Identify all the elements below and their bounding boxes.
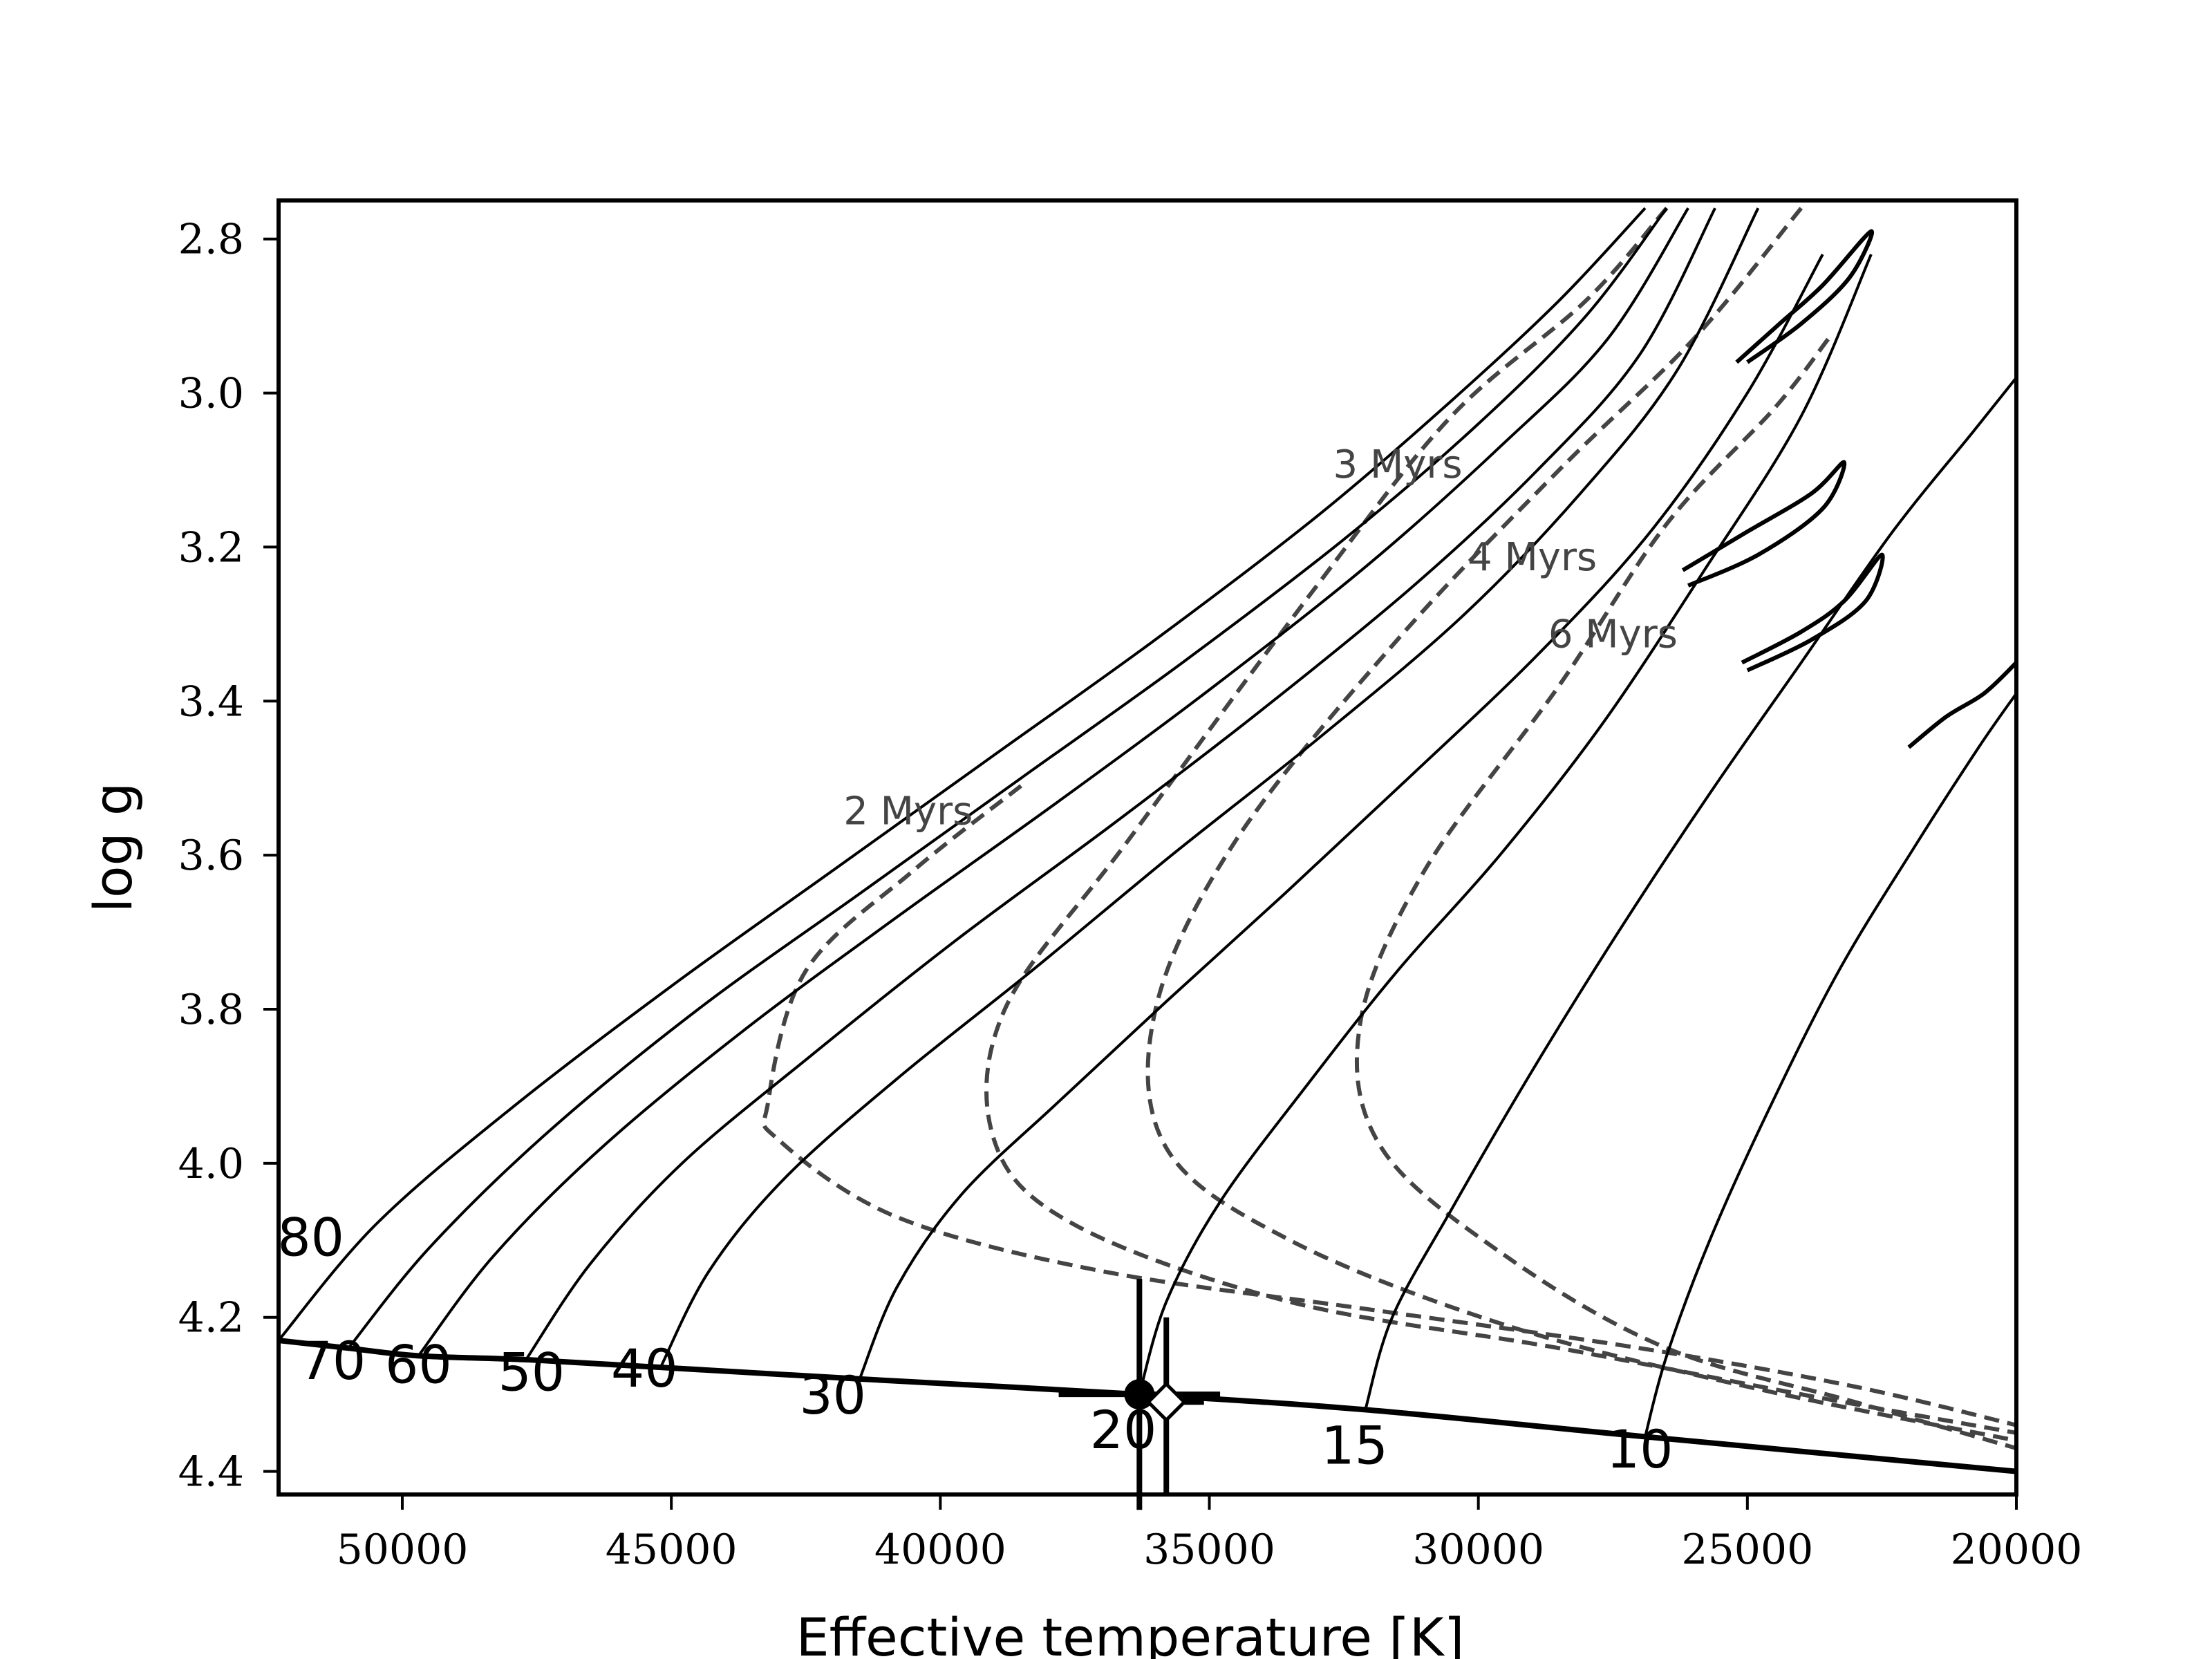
isochrone-0 bbox=[761, 784, 2016, 1427]
plot-curves bbox=[279, 207, 2016, 1474]
y-tick-label: 2.8 bbox=[178, 216, 244, 264]
x-tick-label: 50000 bbox=[337, 1526, 469, 1574]
track-15 bbox=[1364, 377, 2016, 1410]
isochrone-label: 6 Myrs bbox=[1548, 612, 1678, 657]
track-label-15: 15 bbox=[1321, 1414, 1388, 1476]
track-label-10: 10 bbox=[1606, 1418, 1674, 1480]
y-tick-label: 3.8 bbox=[178, 986, 244, 1034]
y-tick-label: 3.6 bbox=[178, 832, 244, 880]
isochrone-2 bbox=[1145, 207, 2016, 1443]
y-tick-label: 3.2 bbox=[178, 523, 244, 572]
y-axis-label: log g bbox=[82, 782, 144, 912]
track-label-70: 70 bbox=[299, 1330, 366, 1391]
isochrone-1 bbox=[984, 207, 2016, 1435]
track-label-60: 60 bbox=[385, 1333, 452, 1395]
track-30 bbox=[858, 254, 1824, 1380]
track-50 bbox=[525, 207, 1716, 1361]
track-40 bbox=[659, 207, 1760, 1369]
track-60 bbox=[417, 207, 1689, 1357]
x-tick-label: 25000 bbox=[1681, 1526, 1813, 1574]
track-label-30: 30 bbox=[799, 1365, 866, 1426]
x-axis-label: Effective temperature [K] bbox=[796, 1606, 1465, 1659]
x-tick-label: 30000 bbox=[1412, 1526, 1544, 1574]
y-tick-label: 3.4 bbox=[178, 677, 244, 726]
x-tick-label: 40000 bbox=[874, 1526, 1006, 1574]
x-tick-label: 45000 bbox=[606, 1526, 738, 1574]
blue-loop-2 bbox=[1741, 552, 1885, 673]
track-label-40: 40 bbox=[611, 1338, 678, 1399]
x-axis: 50000 45000 40000 35000 30000 25000 20000 bbox=[337, 1494, 2083, 1574]
track-label-20: 20 bbox=[1090, 1399, 1157, 1461]
isochrone-3 bbox=[1354, 337, 2016, 1450]
y-tick-label: 4.0 bbox=[178, 1140, 244, 1188]
track-20 bbox=[1138, 254, 1873, 1395]
isochrone-label: 2 Myrs bbox=[843, 789, 973, 834]
blue-loop-0 bbox=[1735, 229, 1875, 364]
x-tick-label: 35000 bbox=[1143, 1526, 1275, 1574]
y-tick-label: 4.2 bbox=[178, 1294, 244, 1342]
track-80 bbox=[279, 207, 1647, 1342]
blue-loop-1 bbox=[1681, 460, 1847, 588]
track-label-50: 50 bbox=[498, 1342, 565, 1403]
curve-labels: 80 70 60 50 40 30 20 15 10 2 Myrs 3 Myrs 4 Myrs 6 My… bbox=[277, 442, 1678, 1480]
x-tick-label: 20000 bbox=[1951, 1526, 2083, 1574]
data-markers bbox=[1058, 1279, 1221, 1510]
open-diamond-marker bbox=[1145, 1381, 1187, 1423]
plot-frame bbox=[276, 198, 2018, 1497]
isochrone-label: 3 Myrs bbox=[1333, 442, 1463, 487]
track-label-80: 80 bbox=[277, 1207, 344, 1268]
isochrone-label: 4 Myrs bbox=[1468, 535, 1597, 580]
track-10 bbox=[1644, 692, 2016, 1437]
track-70 bbox=[347, 207, 1668, 1349]
zams-line bbox=[279, 1338, 2016, 1474]
y-tick-label: 4.4 bbox=[178, 1448, 244, 1497]
y-tick-label: 3.0 bbox=[178, 370, 244, 418]
y-axis: 2.8 3.0 3.2 3.4 3.6 3.8 4.0 4.2 4.4 bbox=[178, 216, 279, 1497]
blue-loop-3 bbox=[1907, 661, 2016, 749]
